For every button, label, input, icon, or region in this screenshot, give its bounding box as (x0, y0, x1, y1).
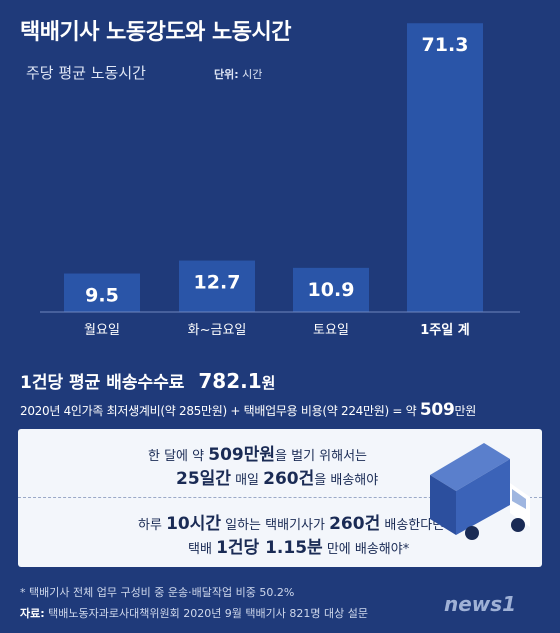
bar-chart: 9.5 월요일 12.7 화~금요일 10.9 토요일 71.3 1주일 계 (40, 23, 520, 338)
bar-4 (407, 23, 483, 313)
bar-value-label: 10.9 (308, 279, 355, 301)
delivery-truck-icon (430, 443, 530, 540)
unit-label: 단위: 시간 (214, 68, 263, 81)
bar-value-label: 9.5 (85, 285, 119, 307)
bar-2 (179, 260, 255, 312)
fee-label: 1건당 평균 배송수수료 (20, 373, 185, 393)
fee-line: 1건당 평균 배송수수료 782.1원 (20, 368, 275, 393)
fee-unit: 원 (261, 374, 276, 392)
page-title: 택배기사 노동강도와 노동시간 (20, 20, 291, 45)
source-line: 자료: 택배노동자과로사대책위원회 2020년 9월 택배기사 821명 대상 … (20, 607, 368, 620)
category-label: 토요일 (313, 323, 349, 338)
box-divider (18, 497, 542, 498)
bar-value-label: 12.7 (194, 272, 241, 294)
box-line-3: 하루 10시간 일하는 택배기사가 260건 배송한다면 (138, 514, 445, 534)
category-label: 월요일 (84, 323, 120, 338)
footnote: * 택배기사 전체 업무 구성비 중 운송·배달작업 비중 50.2% (20, 586, 295, 599)
info-box: 한 달에 약 509만원을 벌기 위해서는 25일간 매일 260건을 배송해야… (18, 429, 542, 567)
news1-logo: news1 (444, 592, 517, 616)
category-label: 1주일 계 (420, 323, 469, 338)
formula-value: 509 (419, 400, 455, 420)
formula-unit: 만원 (454, 404, 476, 418)
fee-value: 782.1 (198, 369, 262, 393)
bar-3 (293, 267, 369, 312)
formula-text: 2020년 4인가족 최저생계비(약 285만원) + 택배업무용 비용(약 2… (20, 404, 417, 418)
bar-1 (64, 273, 140, 312)
category-label: 화~금요일 (188, 323, 247, 338)
box-line-2: 25일간 매일 260건을 배송해야 (176, 469, 379, 489)
chart-subtitle: 주당 평균 노동시간 (26, 64, 146, 82)
bar-value-label: 71.3 (422, 34, 469, 56)
formula-line: 2020년 4인가족 최저생계비(약 285만원) + 택배업무용 비용(약 2… (20, 400, 476, 420)
box-line-4: 택배 1건당 1.15분 만에 배송해야* (188, 538, 410, 558)
box-line-1: 한 달에 약 509만원을 벌기 위해서는 (148, 445, 368, 465)
